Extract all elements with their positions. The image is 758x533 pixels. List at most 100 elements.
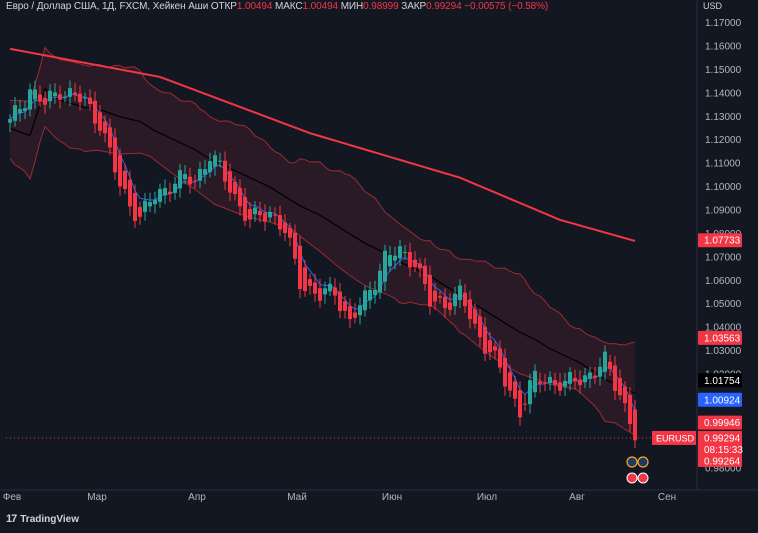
- candle-body: [288, 227, 292, 238]
- bollinger-band-fill: [10, 47, 635, 436]
- candle-body: [613, 365, 617, 391]
- candle-body: [168, 191, 172, 195]
- y-tick-label: 1.16000: [705, 41, 742, 52]
- candle-body: [363, 290, 367, 311]
- candle-body: [263, 213, 267, 222]
- y-tick-label: 1.11000: [705, 159, 741, 170]
- x-tick-label: Мар: [87, 492, 107, 503]
- candle-body: [558, 382, 562, 391]
- candle-body: [298, 245, 302, 290]
- candle-body: [158, 189, 162, 202]
- candle-body: [403, 251, 407, 253]
- x-tick-label: Фев: [3, 492, 21, 503]
- candle-body: [313, 282, 317, 294]
- candle-body: [258, 210, 262, 216]
- y-tick-label: 1.04000: [705, 323, 742, 334]
- candle-body: [348, 306, 352, 320]
- sma-line: [9, 87, 636, 394]
- symbol-tag-label: EURUSD: [656, 433, 695, 443]
- y-tick-label: 1.13000: [705, 112, 742, 123]
- candle-body: [353, 312, 357, 318]
- flag-icon: [637, 472, 649, 484]
- price-tag-label: 1.03563: [704, 333, 741, 344]
- candle-body: [568, 371, 572, 384]
- candle-body: [88, 97, 92, 104]
- x-tick-label: Авг: [569, 492, 585, 503]
- candle-body: [593, 375, 597, 378]
- candle-body: [608, 361, 612, 370]
- candle-body: [223, 160, 227, 182]
- flag-icon: [626, 472, 638, 484]
- candle-body: [588, 372, 592, 379]
- candle-body: [433, 290, 437, 302]
- symbol-name[interactable]: Евро / Доллар США, 1Д, FXCM, Хейкен Аши: [6, 1, 209, 12]
- candle-body: [293, 232, 297, 259]
- candle-body: [468, 299, 472, 320]
- candle-body: [448, 302, 452, 310]
- candle-body: [163, 188, 167, 196]
- candle-body: [188, 176, 192, 185]
- y-tick-label: 1.05000: [705, 299, 742, 310]
- x-tick-label: Июн: [382, 492, 402, 503]
- candle-body: [18, 109, 22, 113]
- candle-body: [123, 170, 127, 190]
- candle-body: [583, 375, 587, 383]
- candle-body: [303, 267, 307, 291]
- candle-body: [413, 259, 417, 268]
- low-label: МИН: [340, 1, 364, 12]
- candle-body: [488, 340, 492, 353]
- candle-body: [623, 386, 627, 404]
- tv-logo-icon: 17: [6, 513, 17, 525]
- candle-body: [513, 381, 517, 399]
- tradingview-logo[interactable]: 17 TradingView: [6, 513, 79, 525]
- candle-body: [378, 270, 382, 293]
- candle-body: [183, 174, 187, 180]
- candle-body: [143, 200, 147, 212]
- low-price-label: 0.99264: [704, 456, 741, 467]
- y-tick-label: 1.12000: [705, 135, 742, 146]
- candle-body: [78, 93, 82, 103]
- open-value: 1.00494: [236, 1, 273, 12]
- candle-body: [618, 378, 622, 396]
- candle-body: [253, 207, 257, 215]
- candle-body: [603, 351, 607, 372]
- candle-body: [553, 380, 557, 385]
- candle-body: [108, 127, 112, 148]
- candle-body: [53, 92, 57, 97]
- bollinger-upper: [9, 46, 636, 346]
- x-tick-label: Май: [287, 492, 307, 503]
- candle-body: [483, 326, 487, 354]
- currency-label: USD: [702, 1, 722, 11]
- y-tick-label: 1.10000: [705, 182, 742, 193]
- close-value: 0.99294: [426, 1, 462, 12]
- candle-body: [523, 403, 527, 405]
- candle-body: [503, 357, 507, 387]
- candle-body: [38, 94, 42, 102]
- candle-body: [443, 296, 447, 309]
- high-label: МАКС: [275, 1, 303, 12]
- candle-body: [548, 376, 552, 384]
- ma200-line: [9, 47, 636, 242]
- y-tick-label: 1.09000: [705, 206, 742, 217]
- candle-body: [173, 183, 177, 193]
- candle-body: [153, 199, 157, 205]
- candle-body: [458, 285, 462, 301]
- candle-body: [538, 381, 542, 384]
- candle-body: [93, 100, 97, 124]
- candle-body: [43, 98, 47, 105]
- candle-body: [48, 90, 52, 102]
- candle-body: [68, 88, 72, 97]
- candle-body: [248, 208, 252, 220]
- candle-body: [368, 289, 372, 301]
- candle-body: [268, 211, 272, 218]
- candle-body: [343, 301, 347, 311]
- candle-body: [393, 255, 397, 261]
- y-tick-label: 1.03000: [705, 346, 742, 357]
- candle-body: [498, 348, 502, 368]
- candle-body: [218, 160, 222, 162]
- x-tick-label: Апр: [188, 492, 206, 503]
- candle-body: [238, 187, 242, 207]
- current-price-bg: [698, 430, 742, 467]
- candle-body: [98, 112, 102, 131]
